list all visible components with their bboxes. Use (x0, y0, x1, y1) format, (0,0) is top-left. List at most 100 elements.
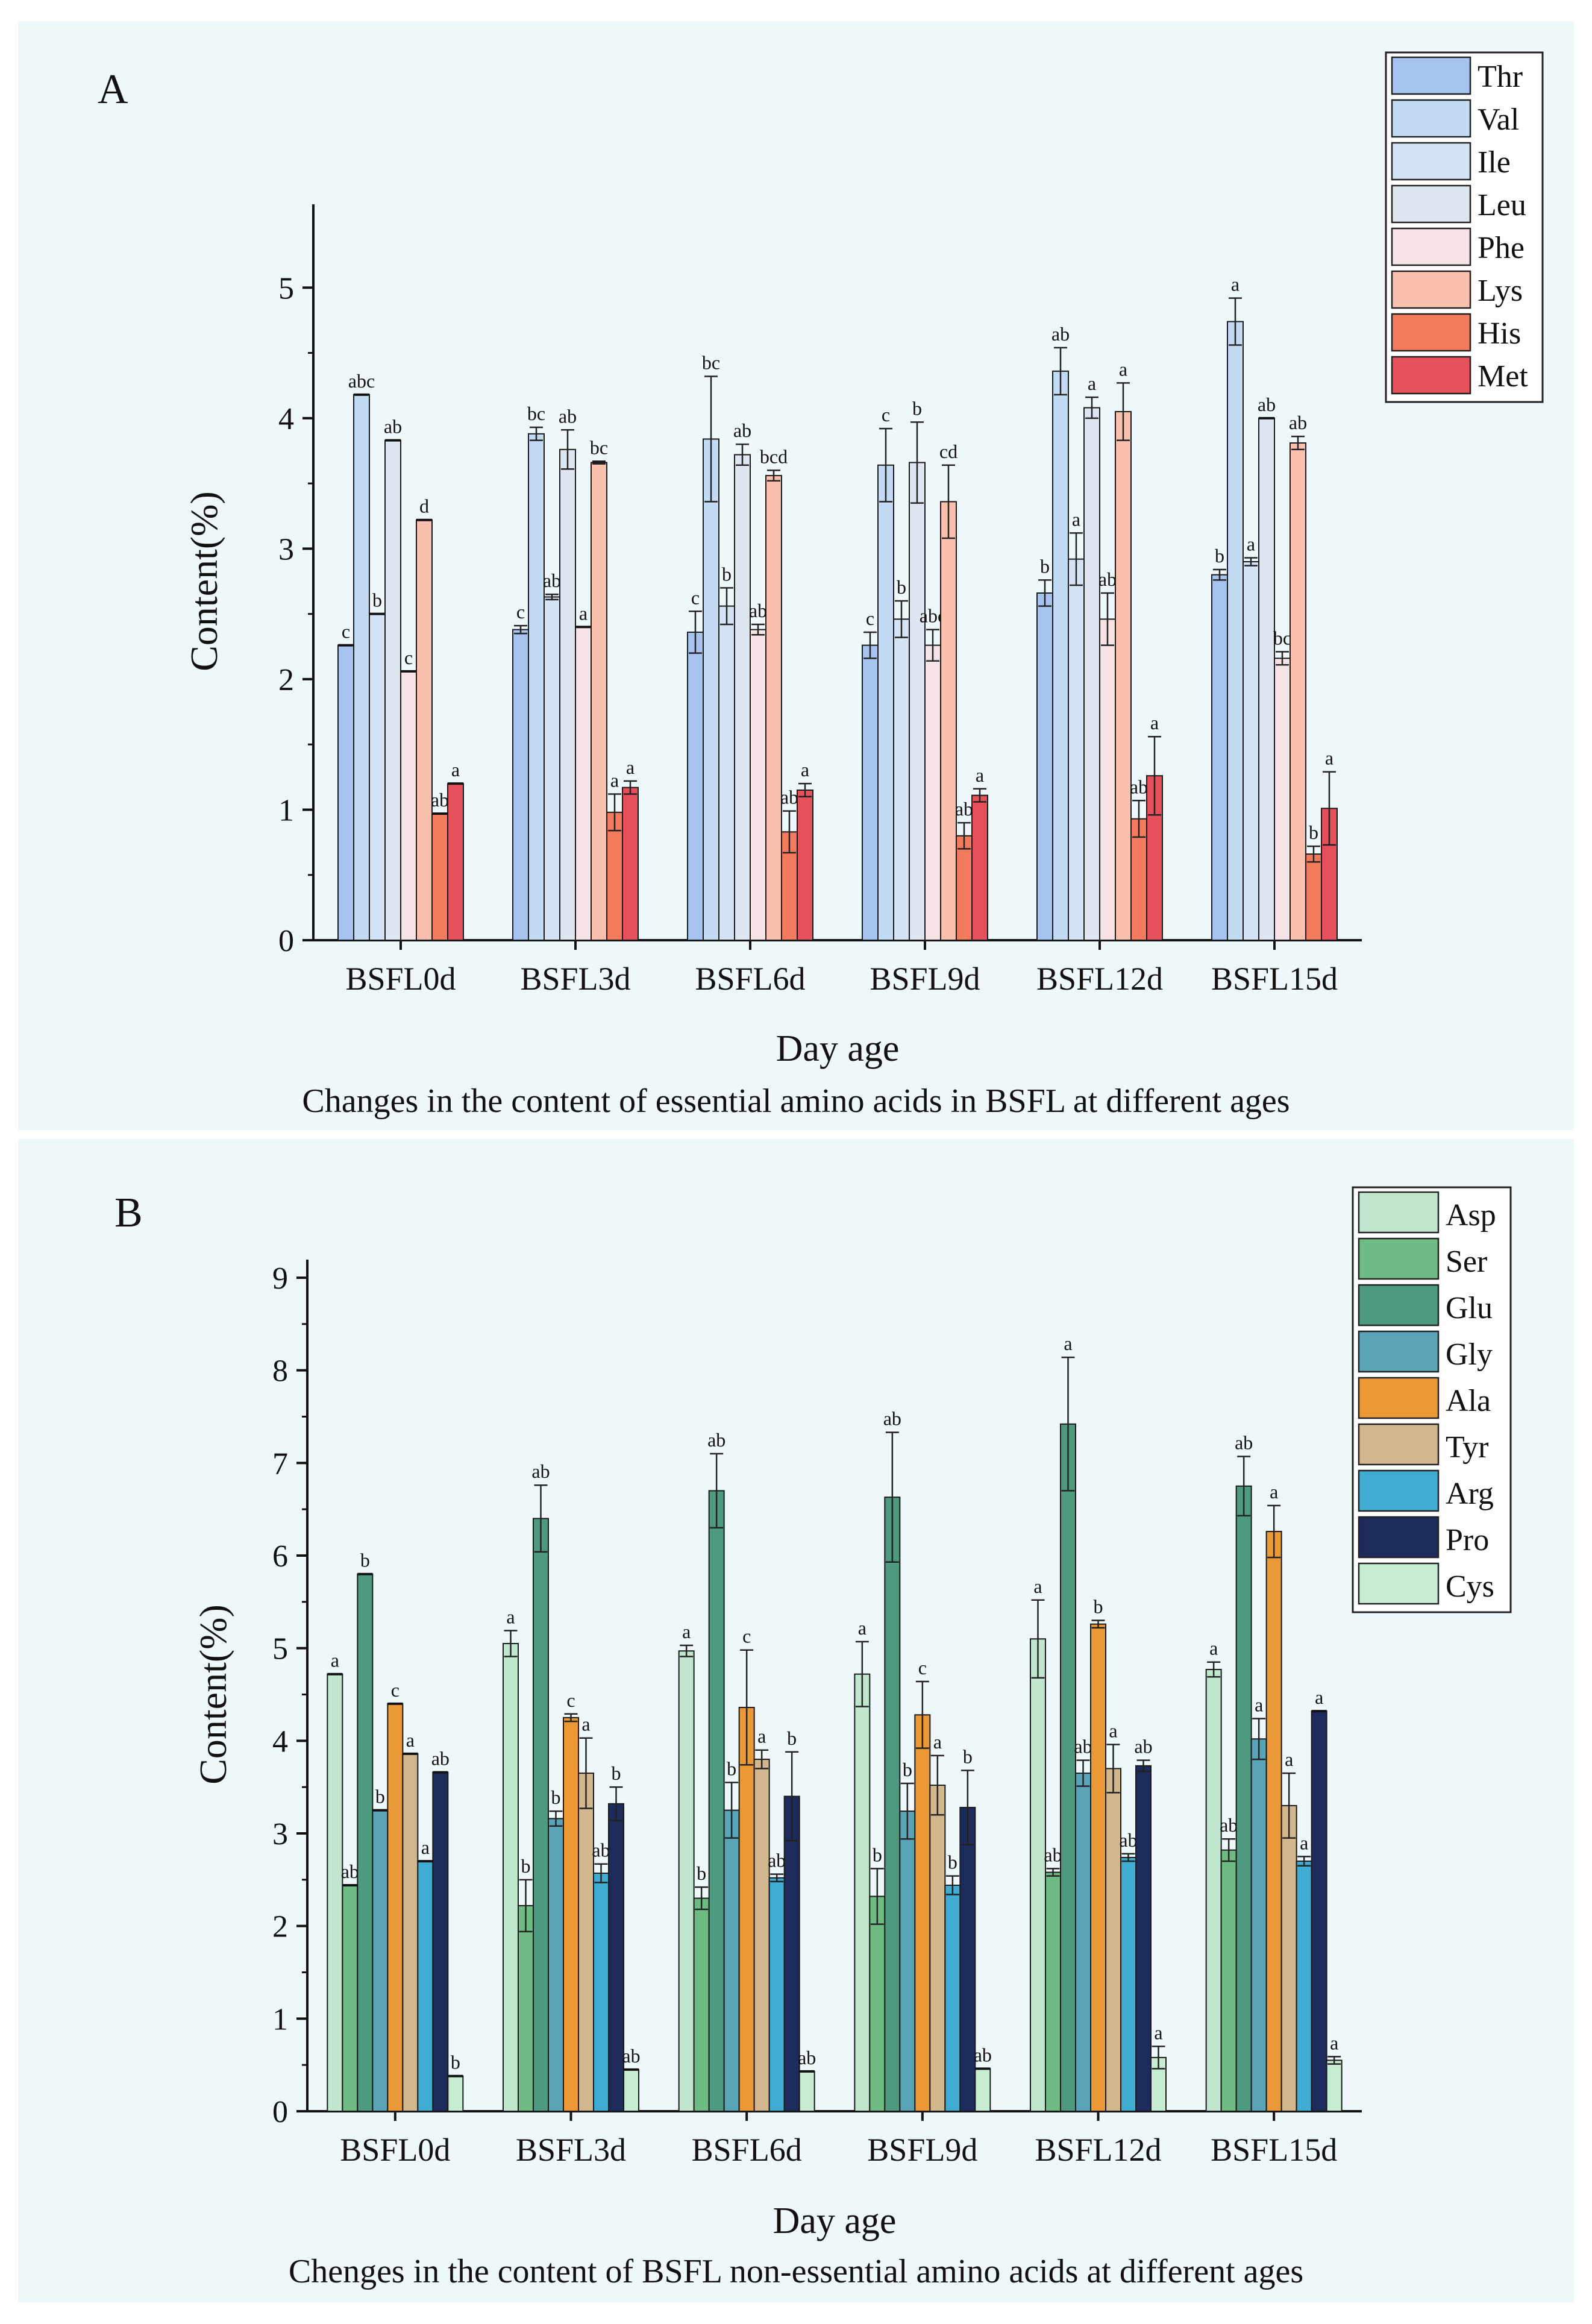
bar (768, 1877, 785, 2112)
significance-letter: a (1109, 1719, 1117, 1741)
significance-letter: b (375, 1786, 385, 1807)
significance-letter: bc (1273, 627, 1291, 649)
legend-swatch (1358, 1191, 1440, 1234)
bar (1205, 1669, 1222, 2112)
bar (798, 2070, 815, 2112)
bar (893, 618, 910, 941)
bar (369, 613, 386, 941)
significance-letter: b (1309, 821, 1318, 843)
bar (974, 2068, 991, 2112)
significance-letter: bcd (760, 445, 788, 467)
bar (738, 1707, 755, 2112)
significance-letter: a (506, 1606, 515, 1627)
y-tick-label: 2 (272, 1910, 288, 1944)
bar (357, 1573, 374, 2112)
significance-letter: b (521, 1855, 531, 1877)
bar (914, 1714, 931, 2112)
y-tick-label: 1 (272, 2002, 288, 2037)
significance-letter: a (1154, 2021, 1162, 2043)
significance-letter: c (516, 601, 525, 623)
bar (734, 454, 751, 941)
significance-letter: a (1300, 1832, 1308, 1853)
bar (1036, 592, 1053, 941)
significance-letter: c (882, 404, 890, 426)
significance-letter: b (612, 1762, 621, 1784)
bar (687, 631, 704, 941)
bar (447, 2075, 464, 2112)
bar (512, 629, 529, 941)
bar (1115, 410, 1132, 941)
caption: Chenges in the content of BSFL non-essen… (289, 2253, 1303, 2290)
bar (718, 605, 735, 941)
significance-letter: ab (622, 2045, 640, 2067)
legend-label: Ile (1478, 145, 1511, 180)
bar (940, 501, 957, 941)
bar (533, 1518, 549, 2112)
significance-letter: ab (341, 1861, 359, 1882)
bar (924, 644, 941, 941)
significance-letter: ab (559, 405, 577, 427)
bar (1250, 1738, 1267, 2112)
x-tick-label: BSFL9d (867, 2132, 977, 2168)
bar (1227, 321, 1244, 941)
y-tick-label: 6 (272, 1539, 288, 1574)
bar (1235, 1485, 1252, 2112)
significance-letter: a (1315, 1686, 1323, 1708)
y-axis-label: Content(%) (192, 1604, 234, 1785)
legend-swatch (1391, 142, 1471, 181)
significance-letter: a (757, 1726, 766, 1747)
bar (1130, 818, 1147, 941)
legend-swatch (1358, 1237, 1440, 1280)
bar (432, 1771, 449, 2112)
significance-letter: ab (1235, 1432, 1253, 1454)
significance-letter: d (419, 495, 429, 517)
x-tick-label: BSFL0d (340, 2132, 450, 2168)
significance-letter: b (1040, 555, 1050, 577)
significance-letter: ab (707, 1429, 725, 1451)
significance-letter: b (1094, 1596, 1103, 1618)
bar (1045, 1871, 1061, 2112)
bar (544, 596, 560, 941)
panel-a: A Day age Changes in the content of essent… (18, 21, 1574, 1130)
significance-letter: bc (527, 403, 545, 424)
significance-letter: b (697, 1862, 706, 1884)
legend-label: Thr (1478, 60, 1523, 94)
significance-letter: a (610, 769, 619, 791)
bar (929, 1785, 946, 2112)
legend-label: His (1478, 316, 1521, 351)
significance-letter: b (360, 1550, 370, 1571)
x-tick-label: BSFL9d (870, 961, 980, 997)
bar (753, 1759, 770, 2112)
panel-label: A (98, 66, 128, 113)
y-tick-label: 5 (278, 271, 294, 306)
bar (578, 1773, 594, 2112)
significance-letter: a (1247, 533, 1255, 555)
significance-letter: ab (733, 419, 751, 441)
significance-letter: b (372, 589, 382, 611)
x-tick-label: BSFL6d (695, 961, 805, 997)
bar (563, 1716, 579, 2112)
significance-letter: a (1088, 372, 1096, 394)
significance-letter: b (727, 1757, 736, 1779)
significance-letter: b (1215, 545, 1224, 567)
significance-letter: a (581, 1713, 590, 1735)
y-tick-label: 1 (278, 793, 294, 828)
legend-label: Cys (1446, 1569, 1494, 1604)
y-tick-label: 0 (278, 924, 294, 958)
bar (548, 1818, 564, 2112)
bar (353, 394, 370, 941)
y-tick-label: 4 (272, 1724, 288, 1759)
significance-letter: ab (1134, 1736, 1152, 1757)
bar (622, 787, 639, 941)
bar (884, 1496, 901, 2112)
legend-swatch (1358, 1377, 1440, 1419)
bar (708, 1490, 725, 2112)
bar (1220, 1849, 1237, 2112)
bar (337, 644, 354, 941)
bar (750, 629, 766, 941)
significance-letter: ab (531, 1460, 550, 1482)
significance-letter: a (1150, 712, 1159, 733)
bar (431, 812, 448, 941)
bar (1311, 1710, 1327, 2112)
non-essential-amino-acids-chart: B Day age Chenges in the content of BSFL n… (114, 1186, 1512, 2290)
